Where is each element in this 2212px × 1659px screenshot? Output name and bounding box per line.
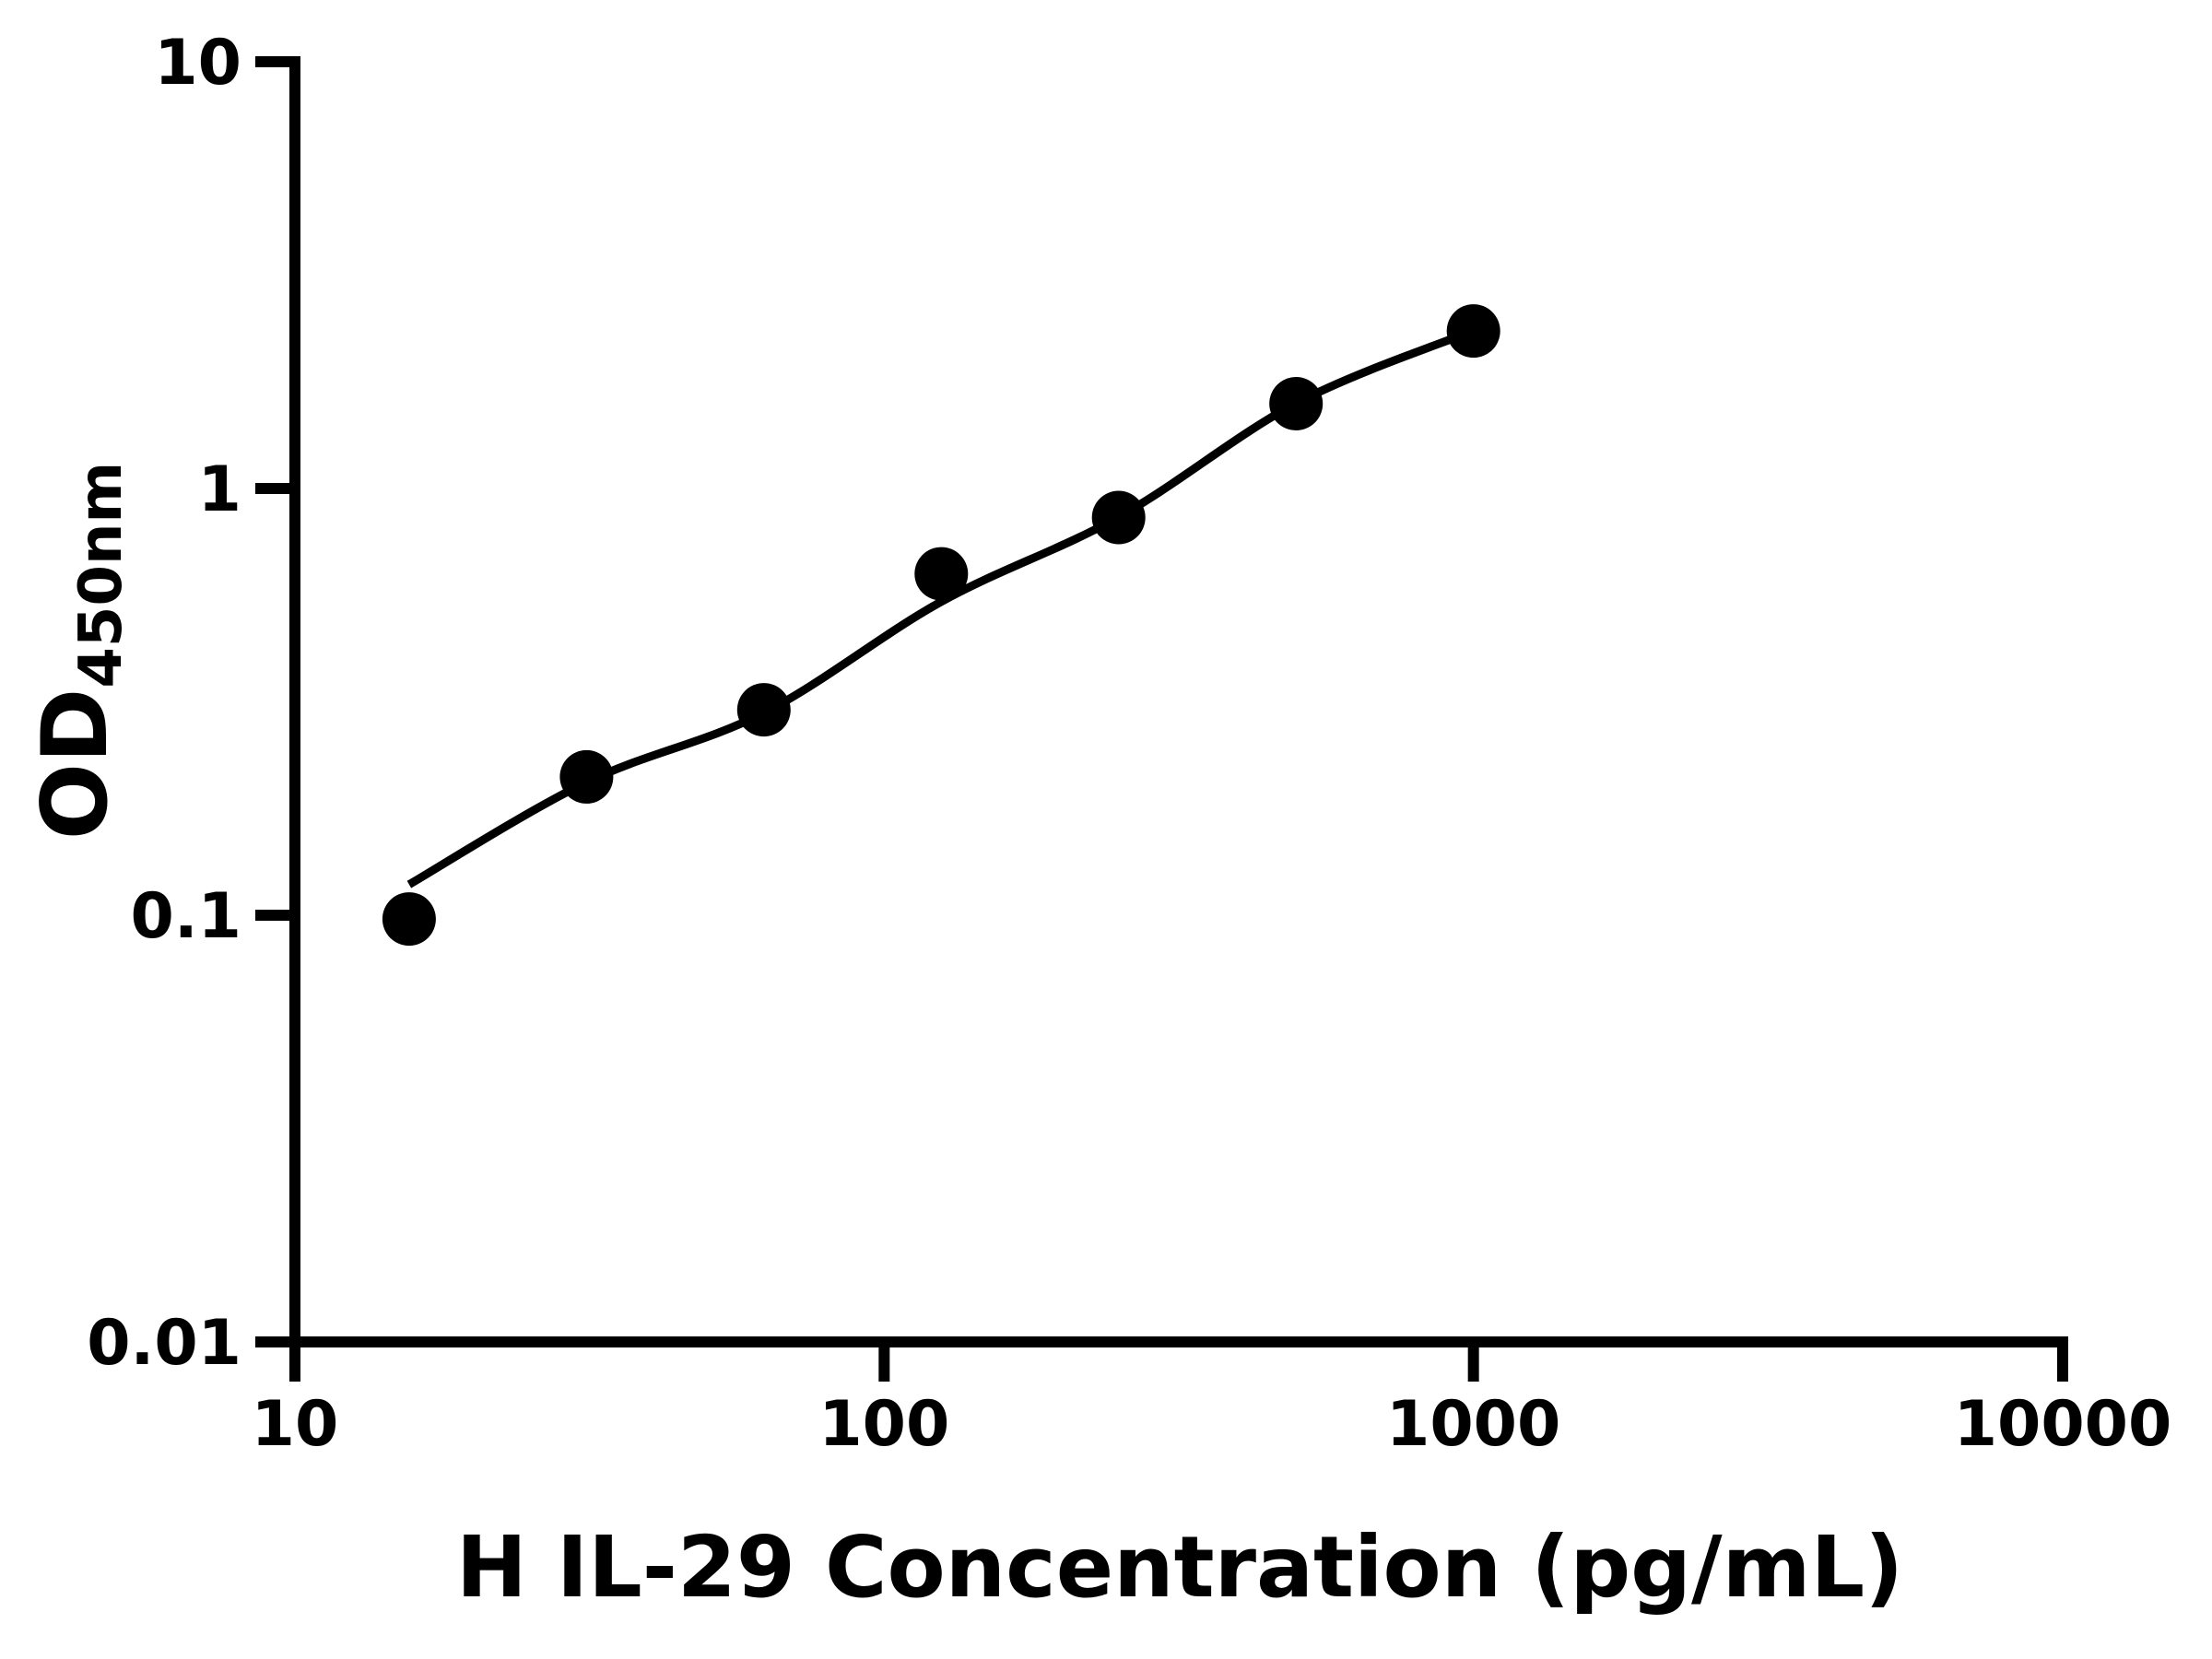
x-tick-label-10: 10 (252, 1388, 339, 1461)
x-tick-label-100: 100 (818, 1388, 949, 1461)
x-tick-label-1000: 1000 (1386, 1388, 1560, 1461)
y-axis-title: OD450nm (23, 462, 135, 841)
y-axis-title-main: OD (23, 688, 128, 841)
y-tick-label-10: 10 (154, 27, 241, 100)
data-point-125pg (914, 547, 969, 601)
axis-titles: H IL-29 Concentration (pg/mL) OD450nm (23, 462, 1903, 1617)
y-axis-title-subscript: 450nm (67, 462, 135, 688)
axes (289, 56, 2068, 1347)
tick-marks (255, 56, 2068, 1382)
y-tick-label-0.1: 0.1 (131, 880, 241, 953)
y-tick-label-0.01: 0.01 (87, 1307, 241, 1380)
data-point-1000pg (1446, 304, 1500, 359)
data-point-250pg (1091, 490, 1146, 545)
data-point-62.5pg (736, 683, 791, 737)
data-points (382, 304, 1500, 947)
x-axis-title: H IL-29 Concentration (pg/mL) (456, 1518, 1903, 1617)
data-point-31.25pg (559, 749, 614, 804)
y-tick-label-1: 1 (198, 453, 241, 526)
axis-spine (289, 56, 2068, 1347)
data-point-500pg (1269, 377, 1324, 430)
x-tick-label-10000: 10000 (1954, 1388, 2172, 1461)
data-point-15.625pg (382, 892, 436, 947)
